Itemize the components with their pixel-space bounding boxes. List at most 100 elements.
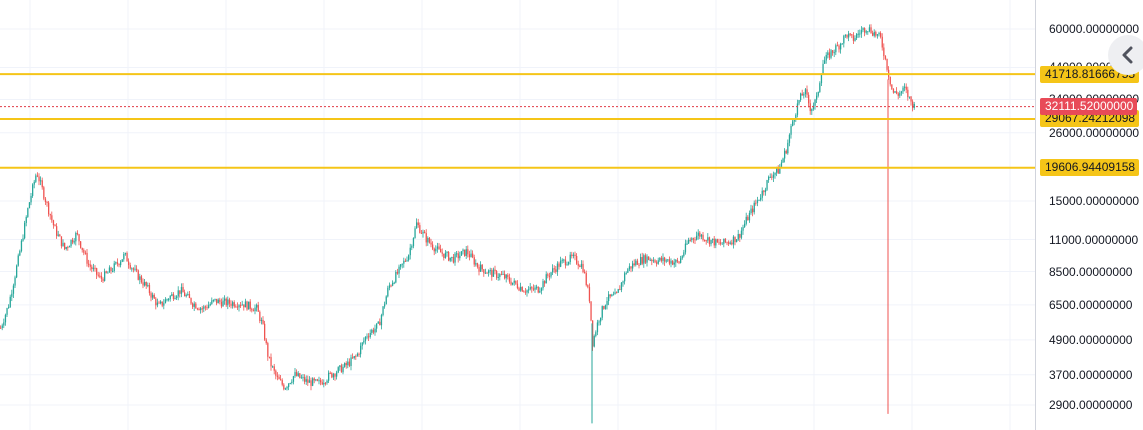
candle-body (296, 372, 298, 376)
candle-body (824, 60, 826, 64)
candle-body (832, 50, 834, 53)
candle-body (737, 234, 739, 240)
candle-body (700, 234, 703, 237)
candle-body (163, 303, 165, 306)
candle-body (673, 262, 675, 265)
candle-body (334, 374, 336, 377)
candle-body (753, 202, 755, 213)
candle-body (72, 239, 74, 243)
candle-body (68, 246, 71, 248)
candle-body (78, 234, 80, 242)
candle-body (878, 33, 880, 35)
candle-body (340, 365, 343, 373)
candle-body (812, 105, 815, 109)
candle-body (641, 257, 643, 264)
candle-body (443, 253, 445, 258)
candle-body (627, 269, 629, 273)
candle-body (460, 251, 463, 256)
candle-body (856, 34, 858, 39)
candle-body (462, 249, 464, 252)
candle-body (35, 175, 37, 182)
candle-body (505, 274, 507, 279)
candle-body (104, 271, 106, 281)
candle-body (643, 255, 645, 264)
candle-body (464, 249, 466, 256)
candle-body (116, 262, 119, 264)
candle-body (16, 265, 18, 278)
candle-body (8, 307, 10, 309)
candle-body (225, 298, 227, 306)
candle-body (446, 252, 448, 254)
candle-body (152, 294, 154, 298)
candle-body (699, 232, 701, 237)
candle-body (865, 31, 867, 33)
collapse-panel-button[interactable] (1108, 35, 1143, 75)
price-axis[interactable]: 60000.0000000044000.0000000034000.000000… (1035, 0, 1143, 430)
candle-body (110, 267, 112, 272)
candle-body (457, 253, 459, 259)
candle-body (374, 328, 376, 333)
candle-body (97, 274, 99, 276)
candle-body (670, 260, 672, 264)
candle-body (625, 272, 627, 274)
candle-body (321, 382, 323, 385)
candle-body (360, 345, 362, 355)
candle-body (233, 302, 235, 307)
candle-body (545, 274, 547, 284)
candle-body (696, 235, 698, 240)
candle-body (776, 167, 778, 173)
candle-body (326, 380, 328, 383)
candle-body (304, 377, 306, 382)
candle-body (721, 243, 723, 245)
candle-body (300, 377, 303, 379)
candle-body (851, 34, 853, 36)
candle-body (102, 278, 104, 281)
candle-body (222, 300, 224, 307)
candle-body (433, 248, 435, 252)
candle-body (206, 307, 208, 309)
candle-body (779, 166, 781, 174)
candle-body (307, 379, 309, 383)
candle-body (310, 380, 312, 386)
candle-body (604, 305, 607, 309)
candle-body (129, 264, 131, 269)
candle-body (204, 306, 207, 308)
candle-body (121, 259, 123, 262)
horizontal-levels[interactable] (0, 73, 1035, 169)
candle-body (688, 239, 690, 244)
candle-body (795, 114, 797, 120)
candle-body (235, 306, 237, 308)
candle-body (372, 329, 375, 333)
candle-body (609, 294, 611, 297)
candle-body (512, 282, 514, 285)
candle-body (800, 93, 802, 101)
candle-body (683, 252, 685, 257)
candle-body (142, 282, 144, 286)
candle-body (742, 227, 744, 231)
candle-body (806, 89, 808, 95)
candle-body (398, 266, 400, 274)
candle-body (747, 216, 749, 221)
candle-body (636, 260, 639, 265)
price-tick-label: 6500.00000000 (1049, 297, 1133, 312)
candle-body (67, 247, 69, 249)
candle-body (513, 280, 515, 283)
candle-body (238, 305, 240, 308)
candle-body (587, 285, 589, 288)
candlestick-chart[interactable] (0, 0, 1035, 430)
candle-body (451, 256, 453, 258)
candle-body (435, 248, 437, 252)
candle-body (592, 320, 594, 347)
candle-body (897, 93, 899, 96)
candle-body (864, 28, 866, 33)
chart-plot-area[interactable] (0, 0, 1035, 430)
candle-body (436, 246, 439, 249)
candle-body (395, 271, 397, 283)
candle-body (228, 299, 231, 304)
candle-body (651, 259, 653, 262)
candle-body (843, 35, 845, 44)
candle-body (425, 233, 427, 243)
candle-body (172, 294, 175, 300)
candle-body (633, 263, 635, 265)
candle-body (552, 268, 554, 273)
